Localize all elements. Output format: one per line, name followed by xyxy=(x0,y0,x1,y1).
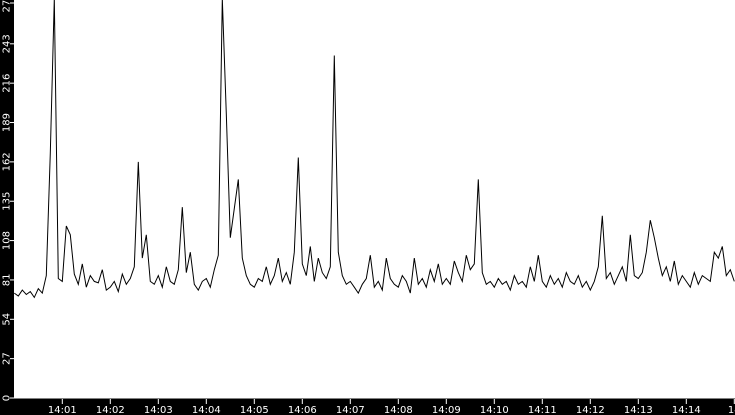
y-axis: 0 27 54 81 108 135 162 189 216 243 271 xyxy=(2,0,14,401)
y-tick-label: 81 xyxy=(2,274,13,287)
x-tick-label: 14:03 xyxy=(144,405,173,415)
y-tick-label: 189 xyxy=(2,113,13,132)
x-tick-label: 14:08 xyxy=(384,405,413,415)
x-tick-label: 14:14 xyxy=(672,405,701,415)
x-tick-label: 14:05 xyxy=(240,405,269,415)
y-tick-label: 54 xyxy=(2,313,13,326)
y-tick-label: 0 xyxy=(2,395,13,401)
x-tick-label: 14:12 xyxy=(576,405,605,415)
x-tick-label: 14:06 xyxy=(288,405,317,415)
y-tick-label: 108 xyxy=(2,231,13,250)
plot-area xyxy=(14,0,735,399)
y-tick-label: 135 xyxy=(2,192,13,211)
y-tick-label: 243 xyxy=(2,34,13,53)
x-tick-label: 14:10 xyxy=(480,405,509,415)
x-axis: 14:01 14:02 14:03 14:04 14:05 14:06 14:07 14:08… xyxy=(14,398,735,415)
x-tick-label: 14:07 xyxy=(336,405,365,415)
x-tick-label: 14:11 xyxy=(528,405,557,415)
x-tick-label: 14:04 xyxy=(192,405,221,415)
series-line xyxy=(14,0,735,299)
y-tick-label: 162 xyxy=(2,152,13,171)
y-tick-label: 271 xyxy=(2,0,13,13)
x-tick-label: 14:13 xyxy=(624,405,653,415)
x-tick-label: 14:02 xyxy=(96,405,125,415)
x-tick-label: 14:09 xyxy=(432,405,461,415)
y-tick-label: 27 xyxy=(2,352,13,365)
y-tick-label: 216 xyxy=(2,74,13,93)
x-tick-label: 14 xyxy=(728,405,735,415)
x-tick-label: 14:01 xyxy=(48,405,77,415)
